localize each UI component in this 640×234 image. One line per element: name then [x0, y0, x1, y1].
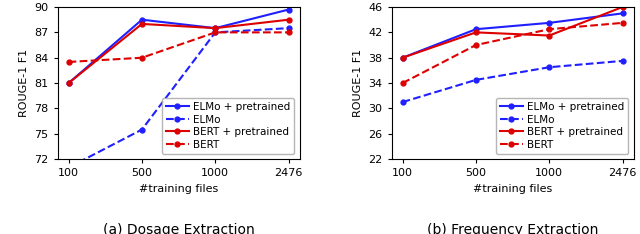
Text: (a) Dosage Extraction: (a) Dosage Extraction	[103, 223, 255, 234]
BERT	[472, 44, 480, 46]
BERT + pretrained	[138, 22, 146, 25]
BERT	[545, 28, 553, 31]
ELMo + pretrained	[138, 18, 146, 21]
BERT	[65, 61, 72, 63]
X-axis label: #training files: #training files	[139, 184, 218, 194]
BERT	[138, 56, 146, 59]
ELMo + pretrained	[399, 56, 406, 59]
X-axis label: #training files: #training files	[473, 184, 552, 194]
Line: BERT: BERT	[400, 20, 625, 85]
Line: ELMo + pretrained: ELMo + pretrained	[66, 7, 291, 85]
ELMo	[619, 59, 627, 62]
BERT + pretrained	[399, 56, 406, 59]
BERT + pretrained	[65, 82, 72, 84]
Text: (b) Frequency Extraction: (b) Frequency Extraction	[427, 223, 598, 234]
ELMo + pretrained	[65, 82, 72, 84]
BERT + pretrained	[472, 31, 480, 34]
ELMo	[472, 78, 480, 81]
ELMo	[65, 166, 72, 169]
ELMo	[399, 101, 406, 103]
Line: BERT: BERT	[66, 30, 291, 64]
BERT	[619, 22, 627, 24]
ELMo	[285, 27, 292, 29]
Line: ELMo: ELMo	[66, 26, 291, 170]
ELMo + pretrained	[211, 27, 219, 29]
Y-axis label: ROUGE-1 F1: ROUGE-1 F1	[353, 49, 363, 117]
Y-axis label: ROUGE-1 F1: ROUGE-1 F1	[19, 49, 29, 117]
Line: ELMo + pretrained: ELMo + pretrained	[400, 11, 625, 60]
BERT	[211, 31, 219, 34]
BERT + pretrained	[619, 6, 627, 8]
Line: BERT + pretrained: BERT + pretrained	[66, 17, 291, 85]
ELMo	[138, 128, 146, 131]
ELMo + pretrained	[285, 8, 292, 11]
Legend: ELMo + pretrained, ELMo, BERT + pretrained, BERT: ELMo + pretrained, ELMo, BERT + pretrain…	[496, 98, 628, 154]
ELMo + pretrained	[545, 22, 553, 24]
BERT + pretrained	[211, 27, 219, 29]
BERT + pretrained	[285, 18, 292, 21]
BERT	[399, 82, 406, 84]
ELMo + pretrained	[472, 28, 480, 31]
ELMo	[211, 31, 219, 34]
ELMo + pretrained	[619, 12, 627, 15]
BERT	[285, 31, 292, 34]
Line: BERT + pretrained: BERT + pretrained	[400, 5, 625, 60]
ELMo	[545, 66, 553, 69]
Legend: ELMo + pretrained, ELMo, BERT + pretrained, BERT: ELMo + pretrained, ELMo, BERT + pretrain…	[162, 98, 294, 154]
BERT + pretrained	[545, 34, 553, 37]
Line: ELMo: ELMo	[400, 58, 625, 105]
